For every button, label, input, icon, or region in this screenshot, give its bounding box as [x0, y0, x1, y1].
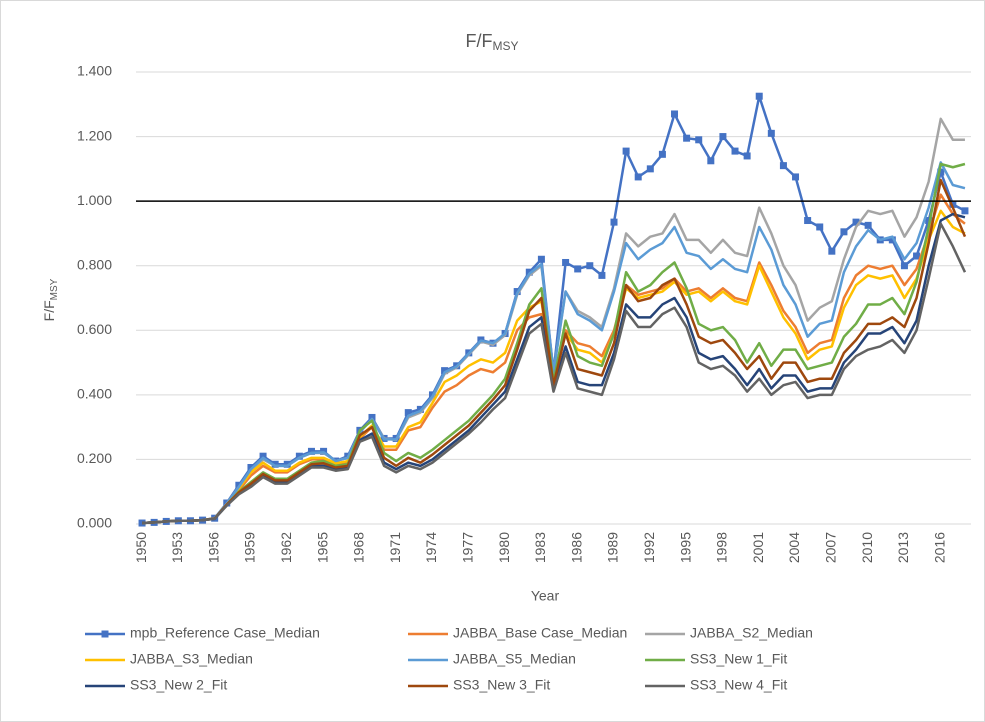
- series-marker: [307, 447, 315, 455]
- series-marker: [562, 258, 570, 266]
- series-marker: [900, 262, 908, 270]
- series-marker: [634, 173, 642, 181]
- x-tick-label: 1974: [423, 532, 439, 563]
- x-tick-label: 1950: [133, 532, 149, 563]
- y-tick-label: 0.600: [77, 321, 112, 337]
- x-tick-label: 1968: [351, 532, 367, 563]
- x-tick-label: 1962: [278, 532, 294, 563]
- x-tick-label: 1971: [387, 532, 403, 563]
- series-marker: [888, 236, 896, 244]
- series-marker: [271, 460, 279, 468]
- x-axis-label: Year: [531, 588, 560, 604]
- legend-label: SS3_New 1_Fit: [690, 651, 787, 667]
- series-marker: [671, 110, 679, 118]
- x-tick-label: 1956: [205, 532, 221, 563]
- y-tick-label: 0.800: [77, 256, 112, 272]
- series-marker: [913, 252, 921, 260]
- y-tick-label: 1.400: [77, 63, 112, 79]
- series-marker: [961, 207, 969, 215]
- series-marker: [441, 367, 449, 375]
- x-tick-label: 2004: [786, 532, 802, 563]
- y-axis-label: F/FMSY: [41, 278, 60, 321]
- series-marker: [295, 452, 303, 460]
- series-marker: [586, 262, 594, 270]
- series-marker: [949, 200, 957, 208]
- y-label-sub: MSY: [49, 278, 60, 300]
- series-marker: [658, 150, 666, 158]
- x-tick-label: 1992: [641, 532, 657, 563]
- series-marker: [525, 268, 533, 276]
- x-tick-label: 1953: [169, 532, 185, 563]
- series-marker: [864, 221, 872, 229]
- y-tick-label: 0.400: [77, 386, 112, 402]
- series-marker: [622, 147, 630, 155]
- x-tick-label: 1965: [314, 532, 330, 563]
- x-tick-label: 1995: [677, 532, 693, 563]
- series-marker: [828, 247, 836, 255]
- x-tick-label: 2001: [750, 532, 766, 563]
- series-marker: [404, 409, 412, 417]
- x-tick-label: 1959: [242, 532, 258, 563]
- x-tick-label: 1998: [714, 532, 730, 563]
- y-tick-label: 1.200: [77, 127, 112, 143]
- series-marker: [537, 255, 545, 263]
- legend-marker: [101, 630, 109, 638]
- x-tick-label: 2010: [859, 532, 875, 563]
- x-tick-label: 1989: [605, 532, 621, 563]
- x-tick-label: 2007: [823, 532, 839, 563]
- x-tick-label: 1977: [459, 532, 475, 563]
- series-marker: [368, 413, 376, 421]
- x-tick-label: 1980: [496, 532, 512, 563]
- legend-label: JABBA_S5_Median: [453, 651, 576, 667]
- series-marker: [731, 147, 739, 155]
- series-line: [141, 222, 967, 525]
- legend-label: SS3_New 3_Fit: [453, 677, 550, 693]
- legend-label: JABBA_Base Case_Median: [453, 625, 627, 641]
- series-marker: [259, 452, 267, 460]
- series-marker: [283, 460, 291, 468]
- series-marker: [792, 173, 800, 181]
- y-label-main: F/F: [41, 300, 57, 321]
- series-marker: [755, 92, 763, 100]
- series-marker: [683, 134, 691, 142]
- series-marker: [779, 162, 787, 170]
- y-tick-label: 0.000: [77, 515, 112, 531]
- series-marker: [695, 136, 703, 144]
- legend-label: SS3_New 2_Fit: [130, 677, 227, 693]
- series-marker: [804, 217, 812, 225]
- y-tick-label: 1.000: [77, 192, 112, 208]
- legend-label: JABBA_S3_Median: [130, 651, 253, 667]
- title-main: F/F: [465, 31, 492, 51]
- series-marker: [598, 271, 606, 279]
- series-marker: [719, 133, 727, 141]
- legend-label: mpb_Reference Case_Median: [130, 625, 320, 641]
- x-tick-label: 1986: [568, 532, 584, 563]
- series-marker: [707, 157, 715, 165]
- series-marker: [816, 223, 824, 231]
- legend-label: JABBA_S2_Median: [690, 625, 813, 641]
- x-tick-label: 2016: [931, 532, 947, 563]
- title-sub: MSY: [492, 39, 518, 53]
- y-tick-label: 0.200: [77, 450, 112, 466]
- series-marker: [840, 228, 848, 236]
- series-marker: [852, 218, 860, 226]
- series-marker: [767, 129, 775, 137]
- x-tick-label: 2013: [895, 532, 911, 563]
- series-marker: [937, 168, 945, 176]
- series-marker: [743, 152, 751, 160]
- series-marker: [574, 265, 582, 273]
- legend-label: SS3_New 4_Fit: [690, 677, 787, 693]
- series-marker: [610, 218, 618, 226]
- series-marker: [646, 165, 654, 173]
- x-tick-label: 1983: [532, 532, 548, 563]
- chart-title: F/FMSY: [465, 31, 518, 53]
